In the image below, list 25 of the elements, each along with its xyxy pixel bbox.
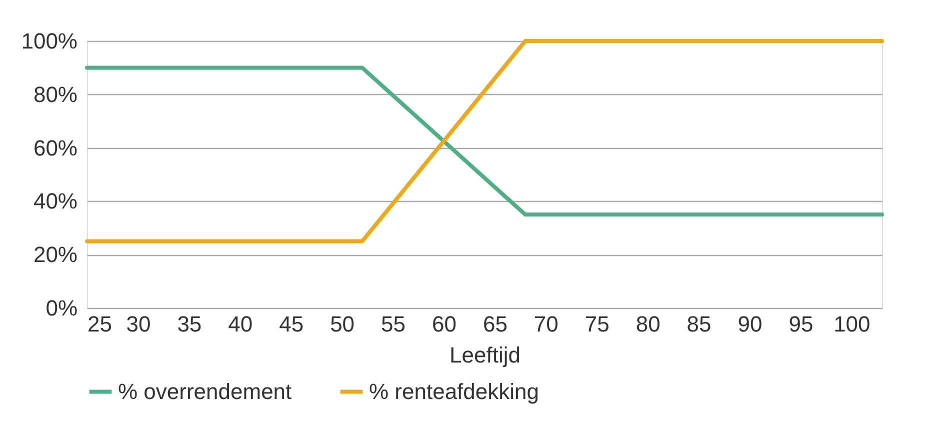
x-tick-label: 40 <box>228 312 253 336</box>
x-tick-label: 80 <box>636 312 660 336</box>
y-tick-label: 40% <box>33 188 78 214</box>
x-tick-label: 25 <box>88 312 112 336</box>
x-tick-label: 95 <box>788 312 814 336</box>
x-tick-label: 65 <box>482 312 508 336</box>
x-tick-label: 90 <box>738 312 762 336</box>
y-tick-label: 60% <box>33 135 78 160</box>
y-tick-label: 0% <box>46 296 78 320</box>
x-tick-label: 50 <box>330 312 355 336</box>
y-tick-label: 80% <box>33 82 78 107</box>
x-tick-label: 70 <box>534 312 558 336</box>
x-tick-label: 35 <box>177 312 202 336</box>
legend-label: % renteafdekking <box>369 378 539 404</box>
legend-label: % overrendement <box>118 378 292 404</box>
x-tick-label: 55 <box>381 312 406 336</box>
x-tick-label: 75 <box>584 312 610 336</box>
y-tick-label: 100% <box>21 28 78 54</box>
x-tick-label: 100 <box>834 312 870 336</box>
x-tick-label: 85 <box>686 312 712 336</box>
x-tick-label: 60 <box>432 312 456 336</box>
x-tick-label: 30 <box>126 312 151 336</box>
x-axis-title: Leeftijd <box>450 342 520 368</box>
y-tick-label: 20% <box>33 242 78 268</box>
x-tick-label: 45 <box>279 312 304 336</box>
